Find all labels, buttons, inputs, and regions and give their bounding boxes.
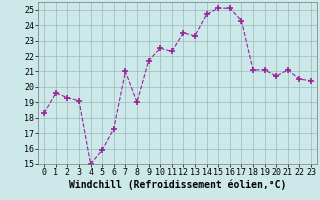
X-axis label: Windchill (Refroidissement éolien,°C): Windchill (Refroidissement éolien,°C) [69,180,286,190]
